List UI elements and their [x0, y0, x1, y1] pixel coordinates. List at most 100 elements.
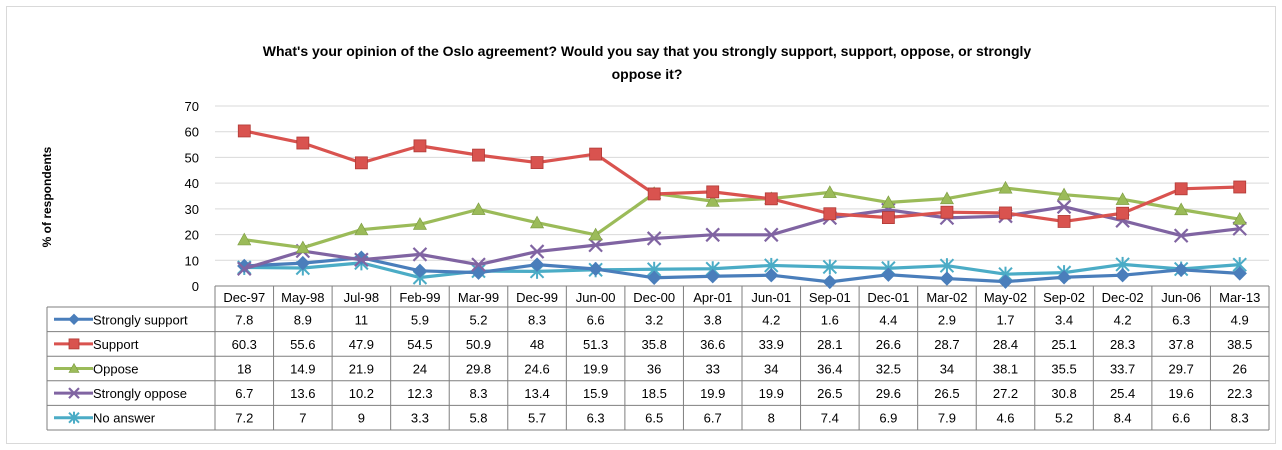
table-cell-value: 5.2: [469, 312, 487, 327]
x-category-label: Apr-01: [693, 290, 732, 305]
table-cell-value: 6.3: [1172, 312, 1190, 327]
series-line: [243, 205, 1240, 271]
series-line: [244, 256, 1240, 284]
legend-key-marker: [68, 313, 80, 326]
table-cell-value: 35.8: [642, 337, 667, 352]
table-cell-value: 15.9: [583, 386, 608, 401]
table-cell-value: 33.7: [1110, 362, 1135, 377]
data-point: [471, 202, 486, 215]
table-cell-value: 6.5: [645, 411, 663, 426]
table-cell-value: 4.2: [762, 312, 780, 327]
data-point: [881, 211, 895, 225]
data-point: [998, 274, 1013, 289]
series-line: [244, 261, 1240, 280]
legend-entry: Strongly support: [93, 312, 188, 327]
table-cell-value: 7.8: [235, 312, 253, 327]
table-cell-value: 7.9: [938, 411, 956, 426]
chart-frame: What's your opinion of the Oslo agreemen…: [6, 6, 1276, 444]
table-cell-value: 26: [1232, 362, 1246, 377]
data-point: [1233, 180, 1247, 194]
table-cell-value: 6.3: [587, 411, 605, 426]
data-point: [413, 139, 427, 153]
data-point: [237, 232, 252, 246]
table-cell-value: 29.8: [466, 362, 491, 377]
table-cell-value: 4.4: [879, 312, 897, 327]
table-cell-value: 6.9: [879, 411, 897, 426]
table-cell-value: 55.6: [290, 337, 315, 352]
x-category-label: Jul-98: [344, 290, 379, 305]
data-table: Dec-97 May-98 Jul-98 Feb-99 Mar-99 Dec-99 Jun-…: [46, 285, 1270, 431]
data-point: [589, 147, 603, 161]
data-point: [588, 261, 603, 277]
legend-key-marker: [68, 362, 80, 373]
table-cell-value: 34: [764, 362, 778, 377]
table-cell-value: 24: [413, 362, 427, 377]
x-category-label: Dec-97: [223, 290, 265, 305]
table-cell-value: 10.2: [349, 386, 374, 401]
y-tick-label: 30: [185, 202, 199, 217]
table-cell-value: 13.4: [524, 386, 549, 401]
data-point: [1174, 202, 1189, 216]
table-cell-value: 8.9: [294, 312, 312, 327]
table-cell-value: 6.6: [1172, 411, 1190, 426]
x-category-label: Mar-99: [458, 290, 499, 305]
data-point: [295, 240, 310, 254]
table-cell-value: 34: [940, 362, 954, 377]
x-category-label: May-02: [984, 290, 1027, 305]
data-point: [1057, 215, 1071, 228]
data-point: [530, 215, 545, 229]
data-point: [881, 195, 896, 208]
x-category-label: Mar-02: [926, 290, 967, 305]
x-category-label: Sep-02: [1043, 290, 1085, 305]
table-cell-value: 35.5: [1051, 362, 1076, 377]
table-cell-value: 1.6: [821, 312, 839, 327]
series-oppose: [237, 180, 1247, 254]
table-cell-value: 14.9: [290, 362, 315, 377]
data-point: [1232, 212, 1247, 225]
x-category-label: Sep-01: [809, 290, 851, 305]
table-cell-value: 3.4: [1055, 312, 1073, 327]
table-cell-value: 48: [530, 337, 544, 352]
marker-stroke: [1173, 228, 1189, 243]
series-lines: [236, 124, 1247, 290]
table-cell-value: 19.9: [759, 386, 784, 401]
table-cell-value: 28.7: [934, 337, 959, 352]
data-point: [354, 222, 369, 236]
series-support: [237, 124, 1247, 228]
table-cell-value: 9: [358, 411, 365, 426]
table-cell-value: 3.8: [704, 312, 722, 327]
table-cell-value: 11: [355, 312, 369, 327]
y-tick-label: 50: [185, 150, 199, 165]
marker-stroke: [236, 261, 252, 277]
data-point: [354, 156, 368, 170]
table-cell-value: 1.7: [996, 312, 1014, 327]
x-category-label: Jun-01: [751, 290, 791, 305]
legend-entry: Oppose: [93, 362, 139, 377]
table-cell-value: 4.9: [1231, 312, 1249, 327]
data-point: [764, 192, 778, 206]
table-cell-value: 36: [647, 362, 661, 377]
table-cell-value: 30.8: [1051, 386, 1076, 401]
marker-stroke: [646, 231, 662, 246]
x-category-label: Dec-01: [867, 290, 909, 305]
table-cell-value: 6.6: [587, 312, 605, 327]
table-cell-value: 36.6: [700, 337, 725, 352]
x-category-label: May-98: [281, 290, 324, 305]
table-cell-value: 8.3: [1231, 411, 1249, 426]
table-cell-value: 54.5: [407, 337, 432, 352]
table-cell-value: 29.7: [1169, 362, 1194, 377]
table-cell-value: 38.1: [993, 362, 1018, 377]
chart-title-line-2: oppose it?: [612, 66, 683, 82]
marker-stroke: [68, 387, 80, 399]
table-cell-value: 27.2: [993, 386, 1018, 401]
y-tick-label: 40: [185, 176, 199, 191]
legend-key-marker: [68, 411, 80, 424]
marker-stroke: [412, 247, 428, 262]
data-point: [940, 205, 954, 219]
chart-svg: What's your opinion of the Oslo agreemen…: [40, 43, 1270, 431]
data-point: [822, 185, 837, 198]
data-point: [822, 259, 838, 275]
data-point: [295, 255, 311, 271]
y-axis-label: % of respondents: [40, 146, 54, 247]
data-point: [823, 207, 837, 221]
